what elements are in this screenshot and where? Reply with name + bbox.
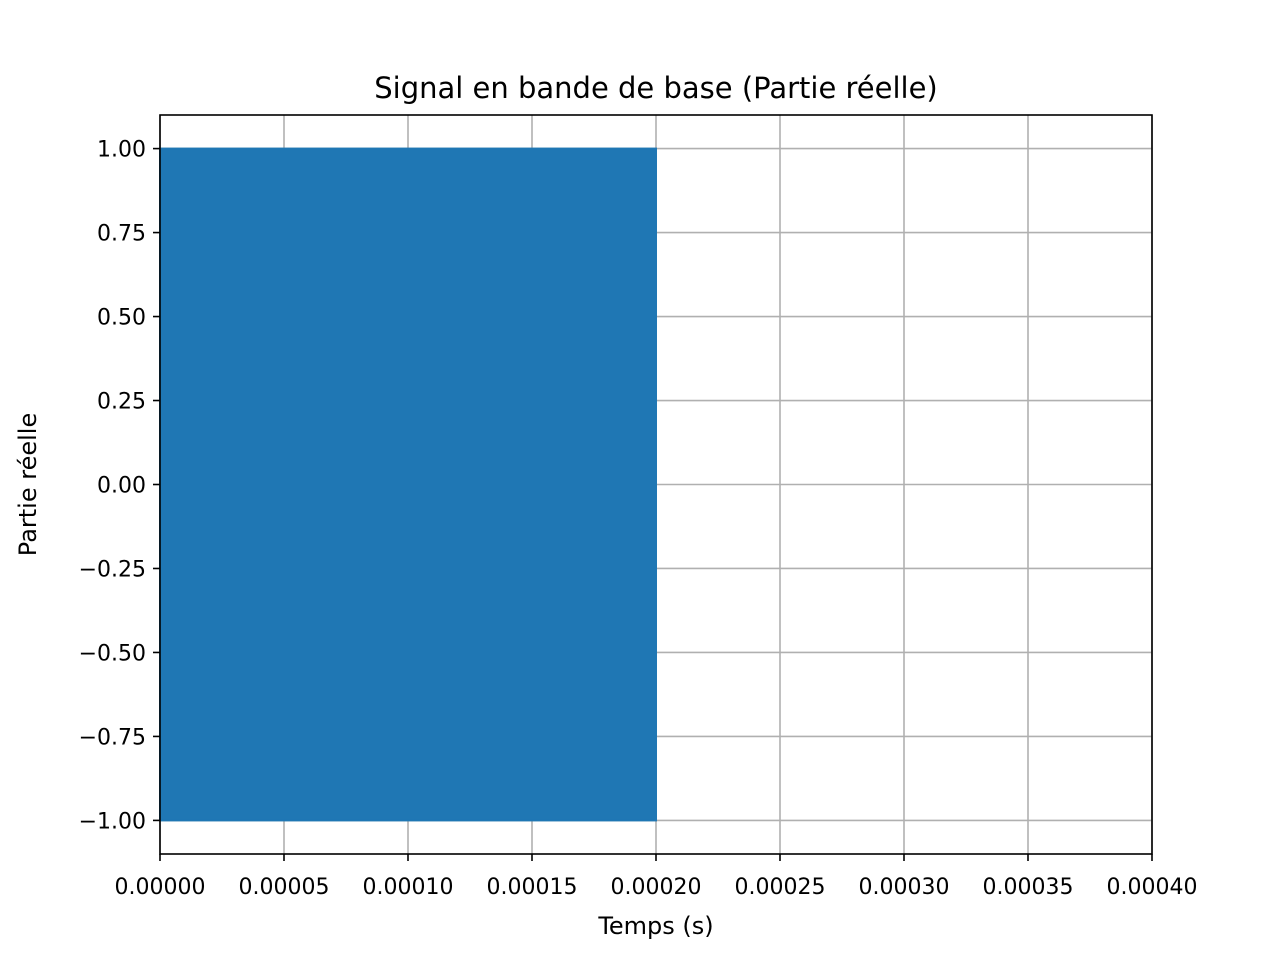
chart-title: Signal en bande de base (Partie réelle) bbox=[374, 71, 938, 105]
y-tick-label: −0.75 bbox=[79, 725, 146, 750]
y-axis: −1.00 −0.75 −0.50 −0.25 0.00 0.25 0.50 0.75 1.00 bbox=[79, 138, 160, 834]
y-tick-label: −1.00 bbox=[79, 809, 146, 834]
x-tick-label: 0.00010 bbox=[363, 875, 454, 900]
y-tick-label: 0.25 bbox=[97, 390, 146, 415]
x-tick-label: 0.00035 bbox=[983, 875, 1074, 900]
y-tick-label: −0.50 bbox=[79, 641, 146, 666]
y-tick-label: 0.50 bbox=[97, 306, 146, 331]
x-tick-label: 0.00020 bbox=[611, 875, 702, 900]
y-tick-label: 0.75 bbox=[97, 222, 146, 247]
x-tick-label: 0.00025 bbox=[735, 875, 826, 900]
y-tick-label: 1.00 bbox=[97, 138, 146, 163]
series-group bbox=[159, 147, 657, 822]
x-tick-label: 0.00005 bbox=[239, 875, 330, 900]
x-tick-label: 0.00015 bbox=[487, 875, 578, 900]
x-axis: 0.00000 0.00005 0.00010 0.00015 0.00020 0.000… bbox=[115, 854, 1198, 900]
y-axis-label: Partie réelle bbox=[14, 413, 42, 556]
y-tick-label: −0.25 bbox=[79, 557, 146, 582]
x-tick-label: 0.00030 bbox=[859, 875, 950, 900]
x-axis-label: Temps (s) bbox=[597, 912, 713, 940]
y-tick-label: 0.00 bbox=[97, 474, 146, 499]
series-line-0 bbox=[159, 147, 657, 822]
x-tick-label: 0.00040 bbox=[1107, 875, 1198, 900]
x-tick-label: 0.00000 bbox=[115, 875, 206, 900]
